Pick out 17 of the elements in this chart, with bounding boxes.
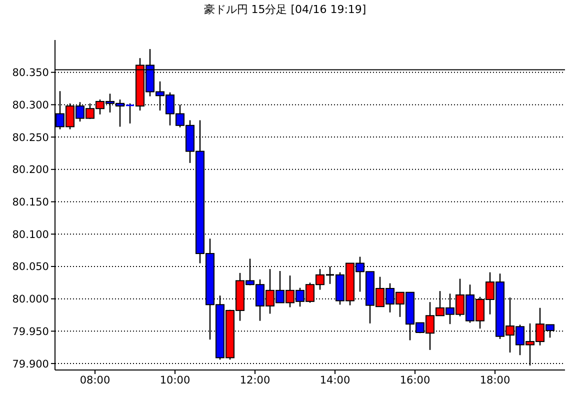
y-tick-label: 80.300 — [12, 99, 49, 112]
x-tick-label: 16:00 — [400, 374, 430, 386]
x-tick-label: 14:00 — [320, 374, 350, 386]
y-tick-label: 80.250 — [12, 132, 49, 144]
x-tick-label: 12:00 — [240, 374, 270, 386]
chart-title: 豪ドル円 15分足 [04/16 19:19] — [202, 2, 368, 18]
x-tick-label: 08:00 — [80, 374, 110, 386]
y-tick-label: 79.900 — [12, 358, 49, 370]
y-tick-label: 80.150 — [12, 196, 49, 208]
y-tick-label: 80.000 — [12, 294, 49, 306]
y-tick-label: 80.350 — [12, 67, 49, 80]
y-tick-label: 80.100 — [12, 228, 49, 241]
x-tick-label: 18:00 — [480, 374, 510, 386]
x-tick-label: 10:00 — [160, 374, 190, 386]
y-tick-label: 79.950 — [12, 326, 49, 338]
y-tick-label: 80.050 — [12, 261, 49, 274]
y-tick-label: 80.200 — [12, 164, 49, 176]
